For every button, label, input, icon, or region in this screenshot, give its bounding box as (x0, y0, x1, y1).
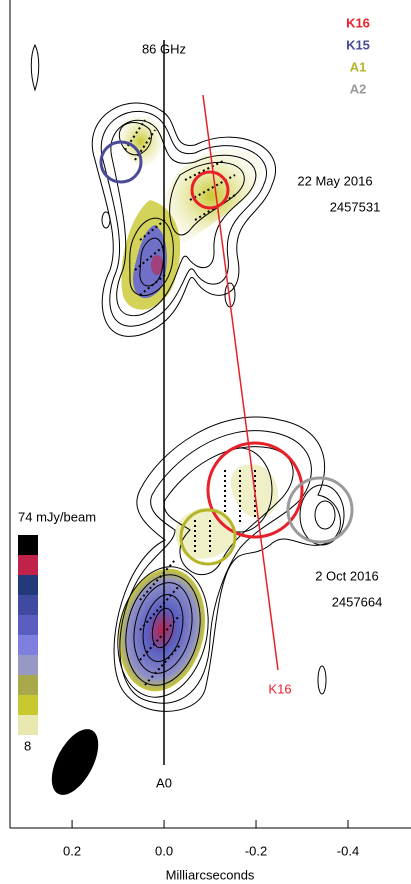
legend-entry: A1 (350, 59, 367, 74)
epoch-jd: 2457531 (330, 199, 381, 214)
legend-entry: K15 (346, 37, 370, 52)
x-tick-label: -0.2 (245, 843, 267, 858)
colorbar-swatch (18, 615, 38, 635)
x-tick-label: -0.4 (337, 843, 359, 858)
epoch-jd: 2457664 (332, 594, 383, 609)
annotation: A0 (156, 775, 172, 790)
colorbar-swatch (18, 575, 38, 595)
colorbar-min: 8 (24, 738, 31, 753)
colorbar-swatch (18, 595, 38, 615)
colorbar-swatch (18, 635, 38, 655)
colorbar-swatch (18, 675, 38, 695)
k16-track (202, 94, 279, 671)
component-circles (99, 140, 354, 566)
colorbar-swatch (18, 555, 38, 575)
chart-title: 86 GHz (142, 41, 186, 56)
x-axis-label: Milliarcseconds (166, 867, 255, 882)
colorbar-swatch (18, 655, 38, 675)
epoch-date: 22 May 2016 (297, 173, 372, 188)
map-image (30, 43, 345, 712)
x-tick-label: 0.2 (63, 843, 81, 858)
annotation: K16 (268, 681, 291, 696)
x-tick-label: 0.0 (155, 843, 173, 858)
colorbar-label: 74 mJy/beam (18, 509, 96, 524)
legend-entry: K16 (346, 15, 370, 30)
beam (51, 729, 99, 795)
colorbar-swatch (18, 715, 38, 735)
legend-entry: A2 (350, 81, 367, 96)
colorbar-swatch (18, 535, 38, 555)
colorbar-swatch (18, 695, 38, 715)
epoch-date: 2 Oct 2016 (315, 568, 379, 583)
